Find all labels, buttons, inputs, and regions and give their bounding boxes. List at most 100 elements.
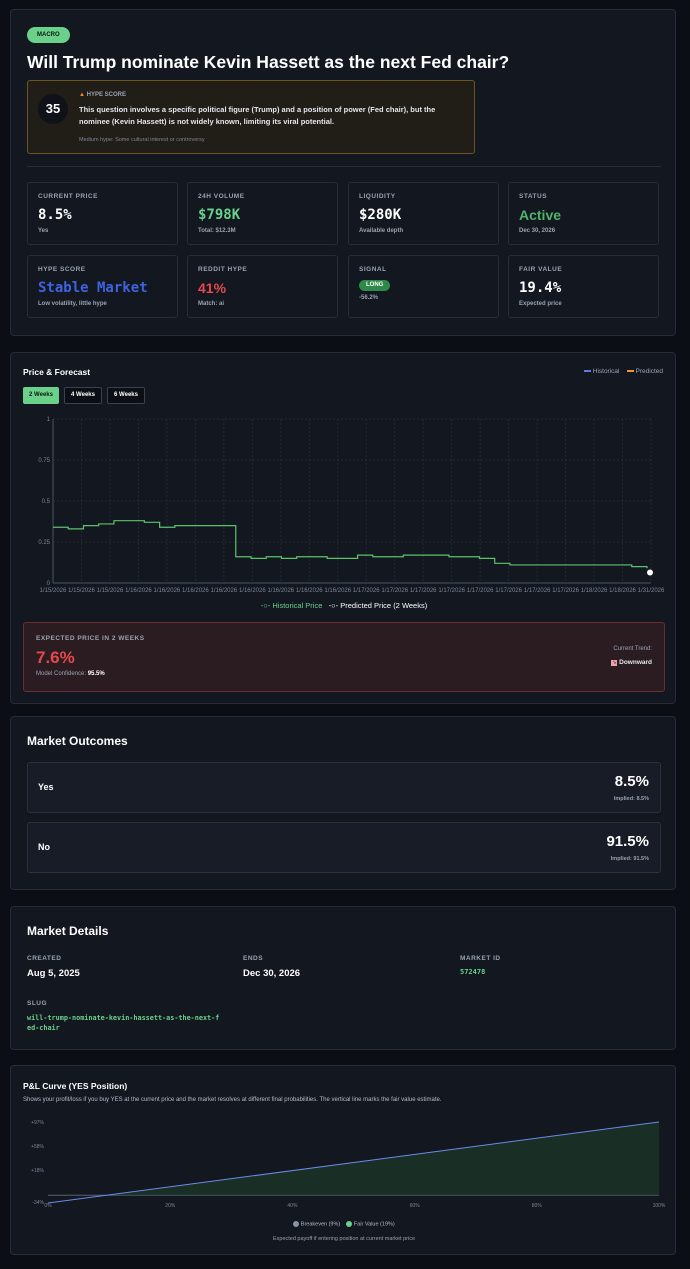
- historical-legend-label[interactable]: Historical: [592, 368, 620, 375]
- stat-reddit-hype: REDDIT HYPE 41% Match: ai: [187, 255, 338, 318]
- created-value: Aug 5, 2025: [27, 968, 80, 979]
- slug-line-2: ed-chair: [27, 1024, 60, 1032]
- x-tick-label: 1/17/2026: [467, 588, 494, 594]
- confidence-label: Model Confidence:: [36, 671, 87, 677]
- stat-label: HYPE SCORE: [38, 266, 86, 273]
- outcome-implied: Implied: 8.5%: [613, 796, 649, 802]
- stat-sub: Available depth: [359, 228, 404, 234]
- x-tick-label: 1/18/2026: [581, 588, 608, 594]
- outcome-value: 91.5%: [606, 833, 649, 850]
- predicted-legend-label[interactable]: Predicted: [635, 368, 663, 375]
- predicted-legend-swatch: [626, 370, 634, 373]
- x-tick-label: 40%: [287, 1203, 298, 1209]
- outcome-yes[interactable]: Yes 8.5% Implied: 8.5%: [27, 762, 661, 813]
- stat-label: CURRENT PRICE: [38, 193, 98, 200]
- stat-liquidity: LIQUIDITY $280K Available depth: [348, 182, 499, 245]
- created-label: CREATED: [27, 955, 62, 962]
- x-tick-label: 1/15/2026: [68, 588, 95, 594]
- pnl-title: P&L Curve (YES Position): [23, 1081, 128, 1091]
- x-tick-label: 1/16/2026: [125, 588, 152, 594]
- details-card: Market Details CREATED Aug 5, 2025 ENDS …: [10, 906, 676, 1050]
- page-title: Will Trump nominate Kevin Hassett as the…: [27, 52, 510, 72]
- stat-label: REDDIT HYPE: [198, 266, 248, 273]
- x-tick-label: 20%: [165, 1203, 176, 1209]
- pnl-line: [47, 1121, 660, 1204]
- category-badge[interactable]: MACRO: [27, 27, 70, 43]
- x-tick-label: 1/31/2026: [638, 588, 665, 594]
- signal-badge: LONG: [359, 280, 391, 291]
- stat-fair-value: FAIR VALUE 19.4% Expected price: [508, 255, 659, 318]
- breakeven-dot-icon: [293, 1221, 300, 1227]
- hype-label: HYPE SCORE: [86, 92, 126, 98]
- y-tick-label: +58%: [31, 1144, 44, 1150]
- details-title: Market Details: [27, 924, 109, 938]
- outcomes-title: Market Outcomes: [27, 734, 128, 748]
- outcomes-card: Market Outcomes Yes 8.5% Implied: 8.5% N…: [10, 716, 676, 890]
- x-tick-label: 1/16/2026: [239, 588, 266, 594]
- tab-2-weeks[interactable]: 2 Weeks: [23, 387, 59, 404]
- y-tick-label: 0.5: [42, 499, 51, 505]
- stat-sub: Expected price: [519, 301, 562, 307]
- x-tick-label: 1/16/2026: [296, 588, 323, 594]
- x-tick-label: 1/16/2026: [211, 588, 238, 594]
- hype-score-circle: 35: [38, 94, 68, 124]
- outcome-value: 8.5%: [614, 773, 649, 790]
- market-id-value: 572478: [460, 968, 486, 976]
- historical-legend-swatch: [583, 370, 591, 373]
- stat-sub: Yes: [38, 228, 49, 234]
- fire-icon: ▲: [79, 92, 85, 98]
- trend-down-icon: ↘: [611, 660, 618, 666]
- x-tick-label: 0%: [44, 1203, 52, 1209]
- pnl-description: Shows your profit/loss if you buy YES at…: [23, 1097, 442, 1103]
- ends-label: ENDS: [243, 955, 264, 962]
- x-tick-label: 1/17/2026: [353, 588, 380, 594]
- market-header-card: MACRO Will Trump nominate Kevin Hassett …: [10, 9, 676, 336]
- historical-price-line: [53, 520, 648, 569]
- expected-price-value: 7.6%: [36, 648, 75, 667]
- stat-value: Stable Market: [38, 280, 148, 296]
- stat-sub: -56.2%: [359, 295, 379, 301]
- stat-hype-score: HYPE SCORE Stable Market Low volatility,…: [27, 255, 178, 318]
- confidence-value: 95.5%: [87, 671, 105, 677]
- predicted-price-point: [647, 569, 653, 576]
- x-tick-label: 1/17/2026: [381, 588, 408, 594]
- y-tick-label: 0.75: [38, 458, 50, 464]
- historical-price-legend[interactable]: -○- Historical Price: [260, 601, 323, 610]
- stat-signal: SIGNAL LONG -56.2%: [348, 255, 499, 318]
- stat-label: STATUS: [519, 193, 548, 200]
- x-tick-label: 1/17/2026: [552, 588, 579, 594]
- slug-label: SLUG: [27, 1000, 48, 1007]
- x-tick-label: 1/16/2026: [267, 588, 294, 594]
- breakeven-legend[interactable]: Breakeven (9%): [300, 1221, 341, 1228]
- stat-value: 8.5%: [38, 207, 72, 223]
- outcome-no[interactable]: No 91.5% Implied: 91.5%: [27, 822, 661, 873]
- tab-6-weeks[interactable]: 6 Weeks: [107, 387, 145, 404]
- y-tick-label: +18%: [31, 1168, 44, 1174]
- fair-value-legend[interactable]: Fair Value (19%): [353, 1221, 395, 1228]
- expected-price-label: EXPECTED PRICE IN 2 WEEKS: [36, 635, 145, 642]
- fair-value-dot-icon: [346, 1221, 353, 1227]
- y-tick-label: 1: [47, 417, 51, 423]
- stat-value: $280K: [359, 207, 402, 223]
- stat-label: SIGNAL: [359, 266, 387, 273]
- expected-price-box: EXPECTED PRICE IN 2 WEEKS 7.6% Model Con…: [23, 622, 665, 692]
- x-tick-label: 1/18/2026: [609, 588, 636, 594]
- stat-sub: Match: ai: [198, 301, 225, 307]
- predicted-price-legend[interactable]: -○- Predicted Price (2 Weeks): [328, 601, 428, 610]
- stat-status: STATUS Active Dec 30, 2026: [508, 182, 659, 245]
- outcome-name: Yes: [38, 782, 54, 792]
- hype-note: Medium hype: Some cultural interest or c…: [79, 137, 205, 143]
- pnl-legend: Breakeven (9%) Fair Value (19%): [11, 1221, 677, 1227]
- outcome-implied: Implied: 91.5%: [610, 856, 649, 862]
- x-tick-label: 1/17/2026: [438, 588, 465, 594]
- x-tick-label: 60%: [410, 1203, 421, 1209]
- y-tick-label: 0: [47, 581, 51, 587]
- tab-4-weeks[interactable]: 4 Weeks: [64, 387, 102, 404]
- hype-box: 35 ▲ HYPE SCORE This question involves a…: [27, 80, 475, 154]
- outcome-name: No: [38, 842, 50, 852]
- stat-value: 19.4%: [519, 280, 562, 296]
- x-tick-label: 1/17/2026: [495, 588, 522, 594]
- forecast-title: Price & Forecast: [23, 367, 91, 377]
- x-tick-label: 80%: [532, 1203, 543, 1209]
